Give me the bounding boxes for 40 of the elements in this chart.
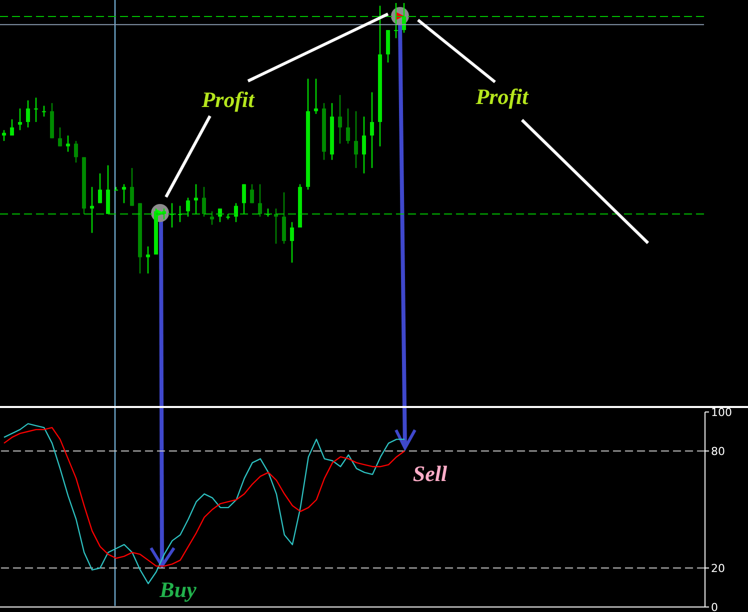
candlestick <box>402 3 406 34</box>
candlestick <box>66 134 70 152</box>
candlestick <box>130 167 134 206</box>
text: Profit <box>474 84 530 109</box>
candlestick <box>98 172 102 204</box>
candlestick <box>250 184 254 204</box>
candlestick <box>354 110 358 169</box>
annotation: Buy <box>158 577 197 602</box>
text: Sell <box>412 461 448 486</box>
candlestick <box>346 108 350 144</box>
candlestick <box>26 100 30 128</box>
candlestick <box>314 78 318 114</box>
y-tick-label: 100 <box>711 406 732 419</box>
annotation: Profit <box>200 87 256 112</box>
candlestick <box>394 3 398 39</box>
candlestick <box>10 118 14 136</box>
line-series <box>3 427 406 567</box>
candlestick <box>18 108 22 131</box>
candlestick <box>186 197 190 218</box>
candlestick <box>42 105 46 118</box>
candlestick <box>146 246 150 274</box>
candlestick <box>362 116 366 174</box>
candlestick <box>202 186 206 218</box>
candlestick <box>234 202 238 223</box>
candlestick <box>370 92 374 169</box>
candlestick <box>90 186 94 234</box>
candlestick <box>242 184 246 215</box>
candlestick <box>58 126 62 147</box>
candlestick <box>290 221 294 264</box>
y-tick-label: 0 <box>711 600 718 612</box>
y-tick-label: 20 <box>711 562 725 575</box>
candlestick <box>2 130 6 142</box>
candlestick <box>258 184 262 218</box>
candlestick <box>210 210 214 226</box>
y-tick-label: 80 <box>711 444 725 458</box>
candlestick <box>34 97 38 123</box>
candlestick <box>194 184 198 215</box>
candlestick <box>338 94 342 144</box>
candlestick <box>74 140 78 164</box>
candlestick <box>122 184 126 204</box>
